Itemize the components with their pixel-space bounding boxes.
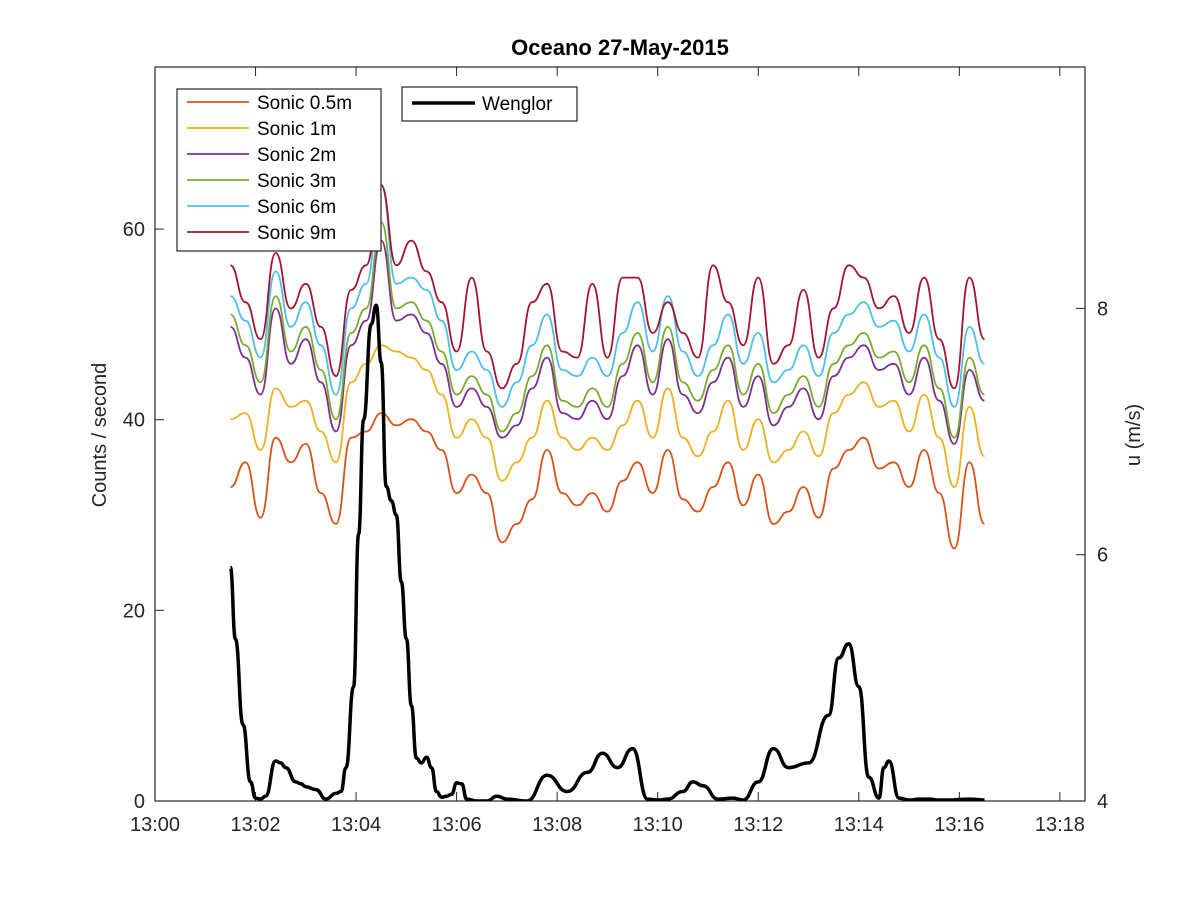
legend-label: Sonic 2m [257, 145, 336, 166]
x-tick-label: 13:06 [432, 814, 482, 836]
legend-label: Sonic 1m [257, 119, 336, 140]
y-tick-left-label: 0 [134, 791, 145, 813]
y-axis-right-label: u (m/s) [1123, 404, 1145, 466]
x-tick-label: 13:08 [532, 814, 582, 836]
chart-title: Oceano 27-May-2015 [511, 35, 729, 60]
legend-label: Sonic 0.5m [257, 93, 352, 114]
x-tick-label: 13:02 [231, 814, 281, 836]
y-tick-left-label: 20 [123, 600, 145, 622]
legend-label: Sonic 3m [257, 171, 336, 192]
y-tick-right-label: 4 [1097, 791, 1108, 813]
y-tick-left-label: 60 [123, 219, 145, 241]
legend-label: Sonic 6m [257, 197, 336, 218]
y-tick-left-label: 40 [123, 410, 145, 432]
x-tick-label: 13:18 [1035, 814, 1085, 836]
x-tick-label: 13:12 [733, 814, 783, 836]
y-tick-right-label: 6 [1097, 545, 1108, 567]
x-tick-label: 13:04 [331, 814, 381, 836]
series-line-wenglor [228, 303, 985, 801]
legend-right: Wenglor [401, 86, 578, 122]
legend-label: Sonic 9m [257, 223, 336, 244]
series-line-sonic-6m [230, 184, 985, 408]
x-tick-label: 13:14 [834, 814, 884, 836]
x-tick-label: 13:10 [633, 814, 683, 836]
legend-left: Sonic 0.5m Sonic 1m Sonic 2m Sonic 3m Sonic … [176, 88, 382, 252]
x-tick-label: 13:00 [130, 814, 180, 836]
series-line-sonic-9m [229, 184, 986, 390]
series-line-sonic-2m [229, 239, 985, 445]
x-tick-label: 13:16 [934, 814, 984, 836]
legend-left-box [176, 88, 382, 252]
y-axis-left-label: Counts / second [89, 363, 111, 508]
y-tick-right-label: 8 [1097, 298, 1108, 320]
series-line-sonic-1m [230, 344, 986, 488]
series-line-sonic-3m [229, 221, 985, 439]
series-line-sonic-0-5m [230, 412, 986, 550]
legend-label: Wenglor [482, 94, 553, 115]
